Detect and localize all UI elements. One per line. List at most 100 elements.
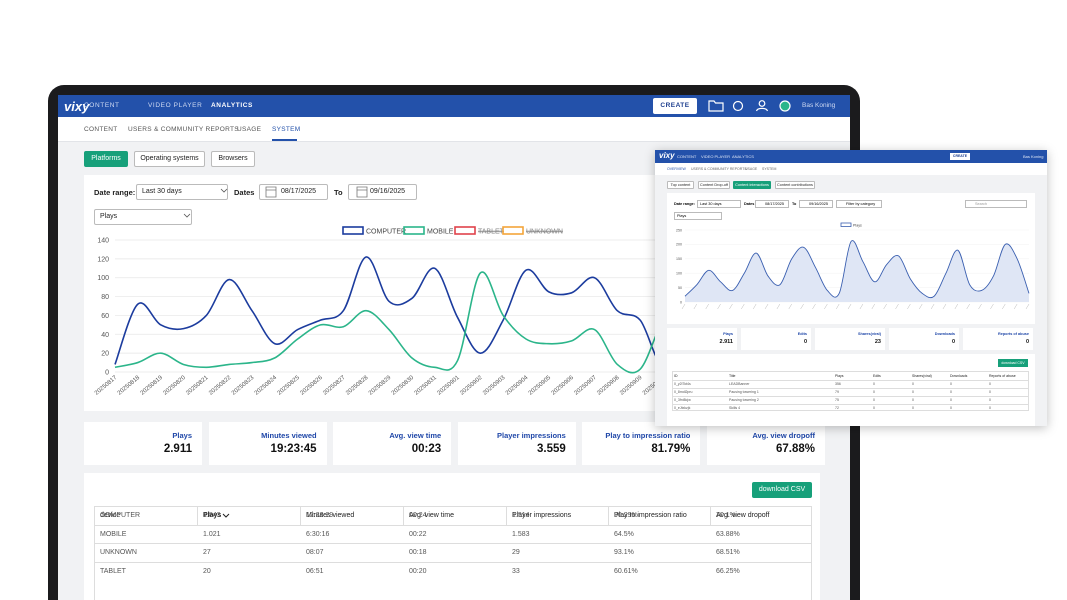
column-header[interactable]: Plays [203,512,222,519]
inset-x-tick [990,303,994,310]
help-icon[interactable] [779,100,791,112]
table-cell: 70.1% [716,512,736,519]
create-button[interactable]: CREATE [653,98,697,114]
from-date[interactable]: 08/17/2025 [259,184,328,200]
table-cell: 06:51 [306,568,324,575]
inset-nav-item: VIDEO PLAYER [701,154,731,159]
inset-x-tick [776,303,781,310]
tab[interactable]: Platforms [84,151,128,167]
x-tick-label: 20250830 [391,375,416,397]
settings-icon[interactable] [732,100,744,112]
inset-x-tick [1002,303,1006,310]
y-tick-label: 20 [101,351,109,358]
inset-cell: 0 [873,382,875,386]
inset-x-tick [788,303,792,310]
stat-label: Avg. view dropoff [752,431,815,440]
legend-label: TABLET [478,229,505,236]
inset-y-tick-label: 150 [676,257,682,261]
inset-row-divider [672,380,1029,381]
inset-tab: Content contributions [775,181,815,189]
column-header[interactable]: Player impressions [512,512,572,519]
inset-stat-value: 23 [874,339,881,345]
inset-cell: 0 [873,398,875,402]
subnav-bar [58,117,850,142]
inset-cell: 0_8mdl2pru [674,390,693,394]
nav-bar [58,95,850,117]
inset-legend-label: Plays [853,223,862,227]
inset-stat-value: 0 [1025,339,1029,345]
x-tick-label: 20250818 [117,375,142,397]
column-divider [608,506,609,525]
table-cell: 1.914 [512,512,530,519]
x-tick-label: 20250905 [528,375,553,397]
inset-cell: 0 [950,398,952,402]
x-tick-label: 20250826 [299,375,324,397]
to-date[interactable]: 09/16/2025 [348,184,417,200]
column-header[interactable]: device [100,512,121,519]
subnav-item[interactable]: SYSTEM [272,126,301,133]
inset-tab: Top content [667,181,694,189]
x-tick-label: 20250817 [94,375,119,397]
subnav-item[interactable]: USERS & COMMUNITY REPORTS [128,126,239,133]
tab[interactable]: Browsers [211,151,255,167]
x-tick-label: 20250827 [322,375,347,397]
inset-stat-card: Reports of abuse 0 [963,328,1033,350]
inset-y-tick-label: 0 [680,300,682,304]
x-tick-label: 20250903 [482,375,507,397]
table-cell: 20 [203,568,211,575]
inset-stat-card: Shares(viral) 23 [815,328,885,350]
inset-cell: 0 [989,382,991,386]
inset-x-tick [812,303,816,310]
inset-column-header: Reports of abuse [989,374,1016,378]
stat-label: Avg. view time [389,431,442,440]
inset-filter: Filter by category [836,200,882,208]
column-header[interactable]: Play to impression ratio [614,512,687,519]
nav-item[interactable]: VIDEO PLAYER [148,102,203,109]
tab[interactable]: Operating systems [134,151,205,167]
x-tick-label: 20250906 [551,375,576,397]
inset-cell: Pausing towering 1 [729,390,759,394]
inset-x-tick [693,303,698,310]
user-icon[interactable] [758,100,766,107]
column-divider [506,506,507,525]
nav-item[interactable]: ANALYTICS [211,102,253,109]
column-header[interactable]: Avg. view time [409,512,454,519]
inset-y-tick-label: 250 [676,228,682,232]
stat-value: 3.559 [537,443,566,455]
nav-item[interactable]: CONTENT [84,102,120,109]
subnav-item[interactable]: USAGE [237,126,262,133]
inset-column-header: Downloads [950,374,968,378]
inset-column-header: ID [674,374,678,378]
inset-user: Bas Koning [1023,154,1044,159]
folder-icon[interactable] [708,100,724,112]
stat-label: Player impressions [497,431,566,440]
user-name[interactable]: Bas Koning [802,102,836,109]
x-tick-label: 20250909 [619,375,644,397]
inset-x-tick [919,303,923,310]
inset-x-tick [871,303,875,310]
column-header[interactable]: Avg. view dropoff [716,512,770,519]
metric-select[interactable]: Plays [94,209,192,225]
sort-icon[interactable] [222,513,230,519]
download-button[interactable]: download CSV [752,482,812,498]
inset-x-tick [836,303,840,310]
date-range-select[interactable]: Last 30 days [136,184,228,200]
inset-cell: 0 [873,390,875,394]
inset-subnav-item: USERS & COMMUNITY REPORTS [691,167,747,171]
table-cell: 33 [512,568,520,575]
x-tick-label: 20250828 [345,375,370,397]
x-tick-label: 20250902 [459,375,484,397]
inset-x-tick [859,303,864,310]
column-header[interactable]: Minutes viewed [306,512,355,519]
legend-swatch [342,226,364,235]
stat-card: Plays 2.911 [84,422,202,465]
subnav-item[interactable]: CONTENT [84,126,118,133]
table-cell: 00:24 [409,512,427,519]
logo[interactable]: vixy [64,99,90,114]
table-card [84,473,820,600]
stat-label: Minutes viewed [261,431,317,440]
table-cell: 60.61% [614,568,638,575]
inset-cell: LEADBanner [729,382,750,386]
inset-x-tick [883,303,887,310]
x-tick-label: 20250831 [414,375,439,397]
